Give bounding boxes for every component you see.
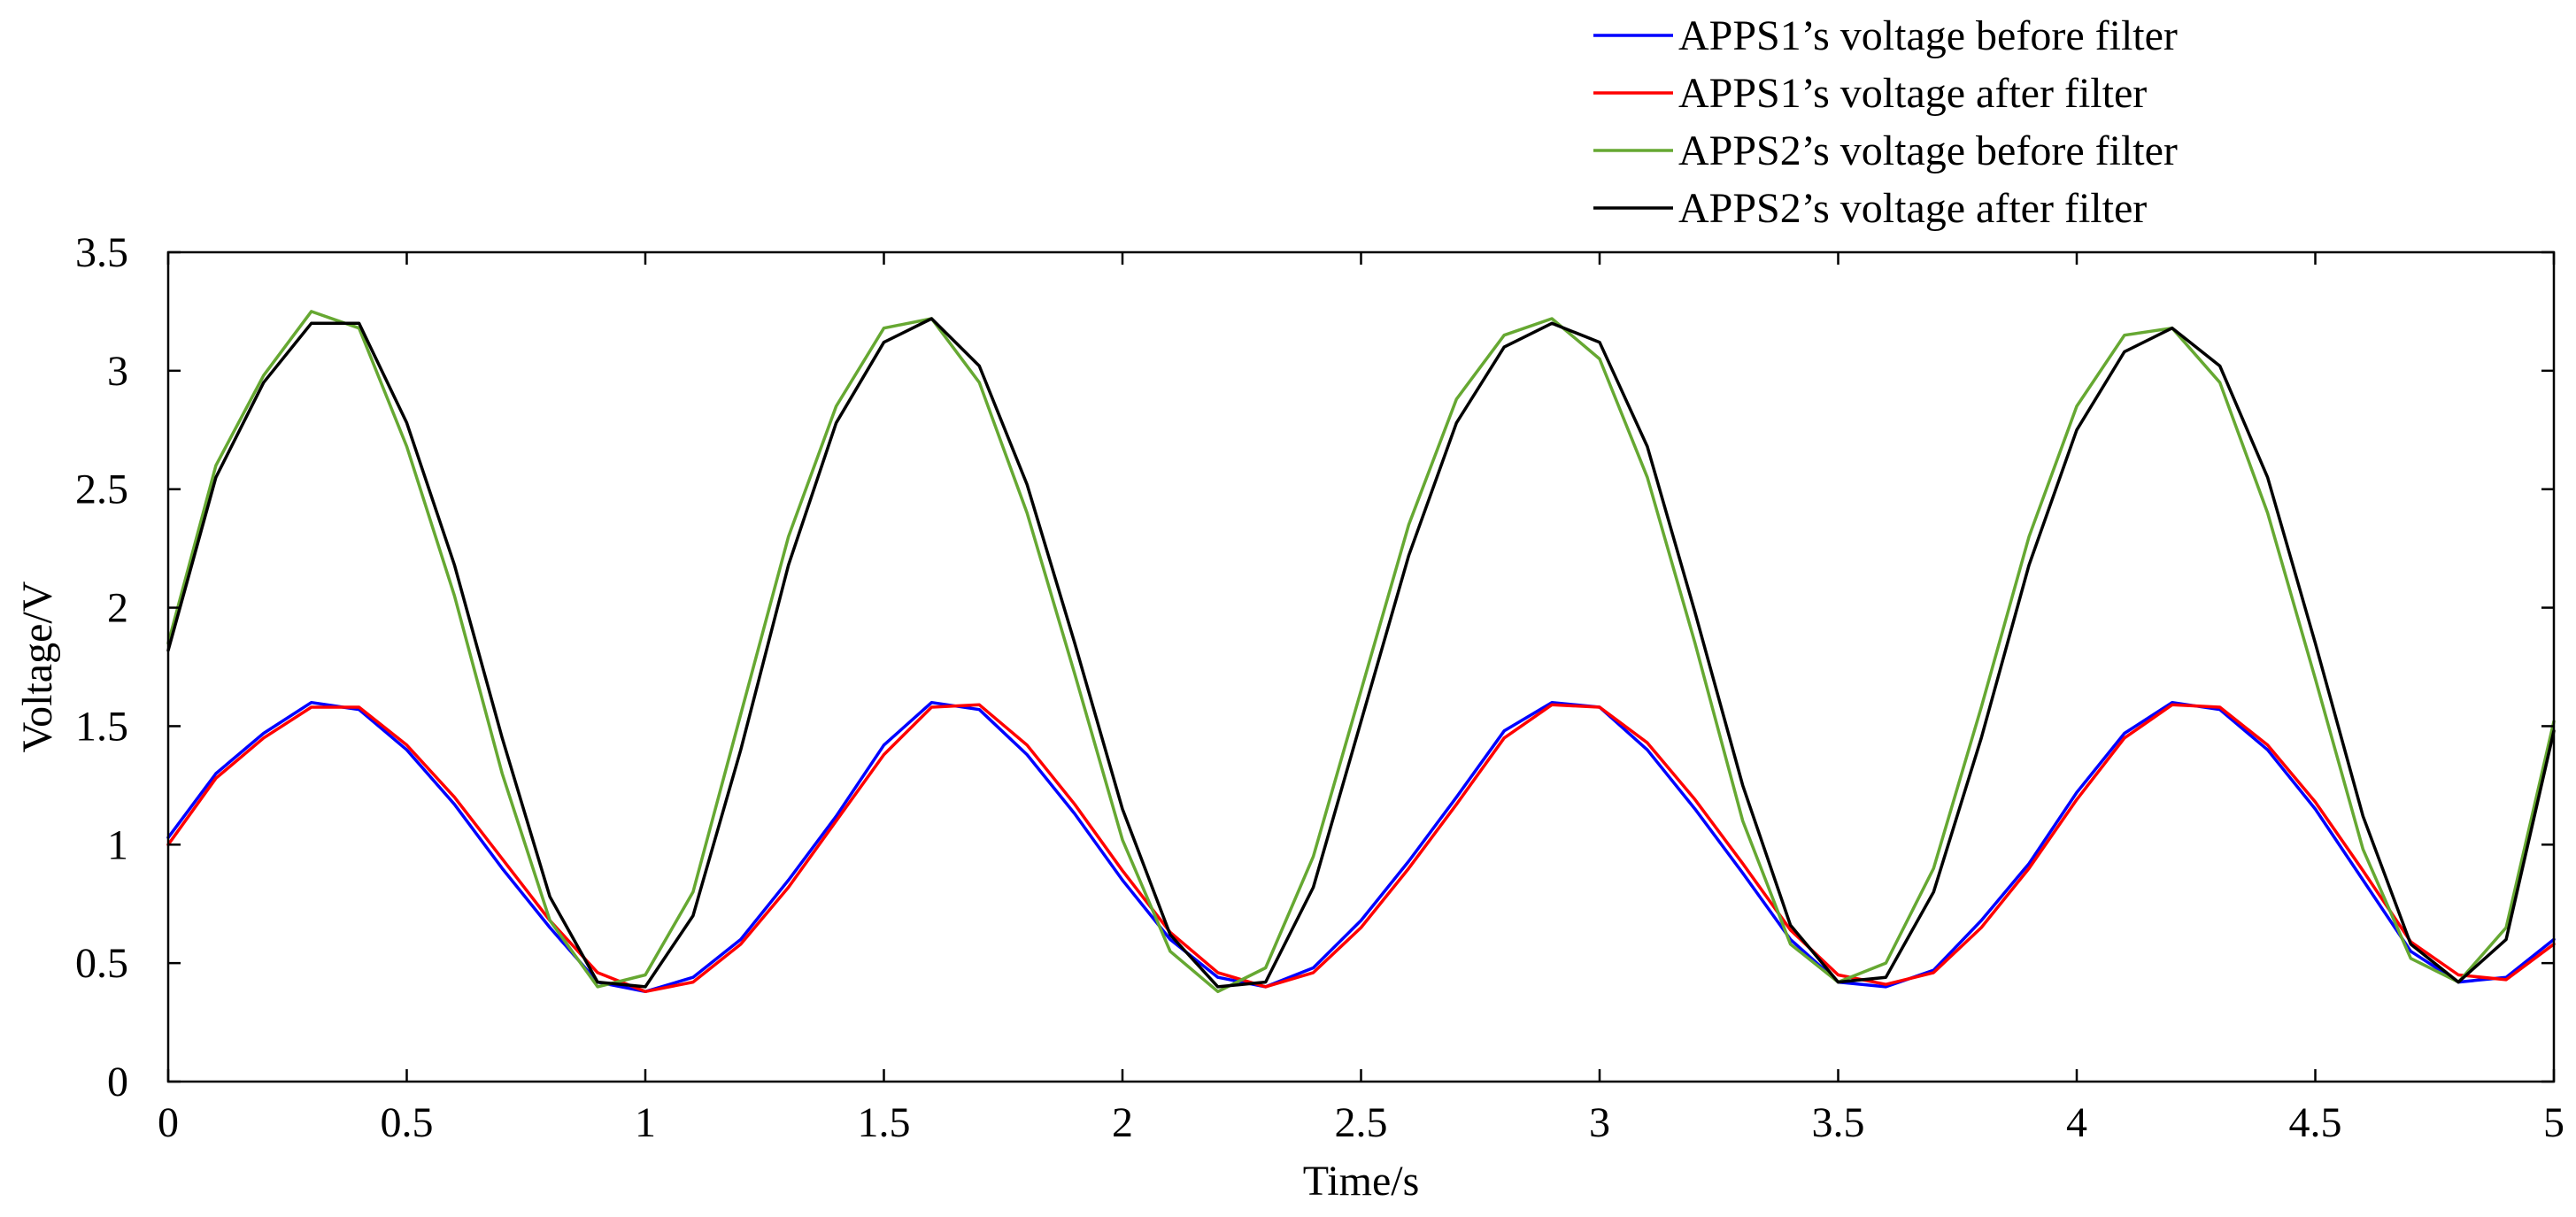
x-tick-label: 3.5 — [1812, 1099, 1865, 1146]
legend: APPS1’s voltage before filter APPS1’s vol… — [1593, 12, 2178, 232]
y-tick-label: 1.5 — [75, 703, 128, 750]
series-line-4 — [166, 317, 2556, 989]
y-tick-label: 2 — [107, 585, 128, 632]
x-tick-label: 0 — [158, 1099, 179, 1146]
x-tick-label: 4.5 — [2289, 1099, 2342, 1146]
y-tick-label: 0.5 — [75, 940, 128, 987]
y-axis: 0 0.5 1 1.5 2 2.5 3 3.5 — [75, 229, 2554, 1105]
x-tick-label: 3 — [1589, 1099, 1610, 1146]
y-tick-label: 0 — [107, 1059, 128, 1105]
plot-area-frame — [166, 250, 2556, 1083]
x-axis: 0 0.5 1 1.5 2 2.5 3 3.5 4 4.5 5 — [158, 252, 2564, 1146]
y-tick-label: 1 — [107, 821, 128, 868]
y-tick-label: 3 — [107, 348, 128, 395]
x-tick-label: 4 — [2066, 1099, 2087, 1146]
x-tick-label: 2 — [1112, 1099, 1133, 1146]
series-line-2 — [166, 703, 2556, 994]
x-tick-label: 2.5 — [1335, 1099, 1388, 1146]
legend-label-2: APPS1’s voltage after filter — [1678, 70, 2147, 117]
x-tick-label: 1 — [635, 1099, 656, 1146]
y-tick-label: 3.5 — [75, 229, 128, 276]
x-tick-label: 0.5 — [381, 1099, 434, 1146]
x-axis-label: Time/s — [1303, 1158, 1420, 1205]
series-line-1 — [166, 700, 2556, 994]
x-tick-label: 5 — [2543, 1099, 2564, 1146]
legend-label-3: APPS2’s voltage before filter — [1678, 127, 2178, 174]
legend-label-4: APPS2’s voltage after filter — [1678, 185, 2147, 232]
series-layer — [166, 310, 2556, 994]
x-tick-label: 1.5 — [858, 1099, 911, 1146]
series-line-3 — [166, 310, 2556, 994]
y-tick-label: 2.5 — [75, 466, 128, 513]
y-axis-label: Voltage/V — [14, 581, 61, 752]
legend-label-1: APPS1’s voltage before filter — [1678, 12, 2178, 59]
